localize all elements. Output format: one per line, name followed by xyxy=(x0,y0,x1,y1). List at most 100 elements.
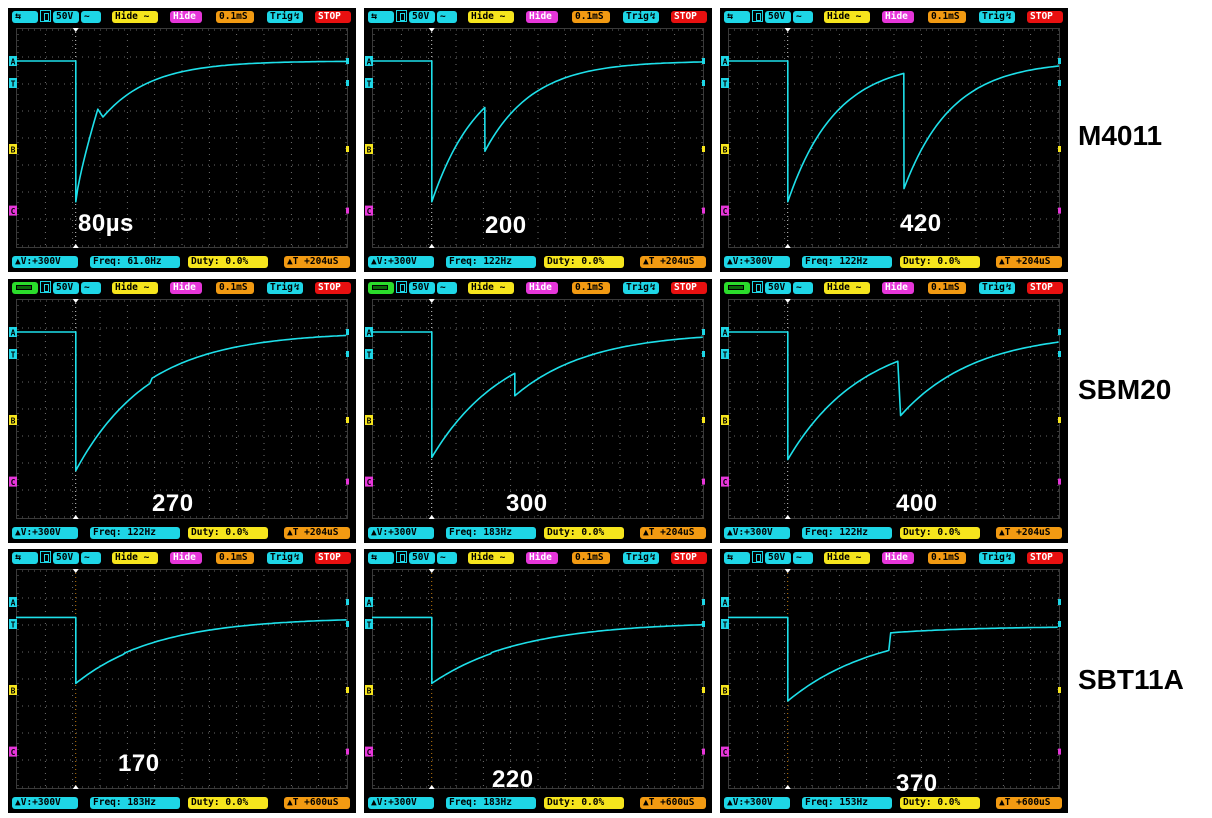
coupling-mode-icon xyxy=(40,551,51,563)
waveform-display: A T B C xyxy=(721,28,1061,248)
frequency-readout: Freq: 183Hz xyxy=(90,797,180,809)
trigger-delay-readout: ▲T +204uS xyxy=(284,527,350,539)
coupling-mode-icon xyxy=(396,551,407,563)
frequency-readout: Freq: 61.0Hz xyxy=(90,256,180,268)
run-stop-button: STOP xyxy=(671,552,707,564)
graticule-border xyxy=(16,299,348,519)
channel-a-marker-label: A xyxy=(11,329,16,338)
coupling-mode-icon xyxy=(40,281,51,293)
trigger-delay-readout: ▲T +204uS xyxy=(640,527,706,539)
channel-a-marker xyxy=(365,56,373,66)
channel-t-right-marker xyxy=(702,80,705,86)
measurement-value-label: 400 xyxy=(896,490,938,517)
channel-t-marker-label: T xyxy=(723,351,728,360)
trigger-delay-readout: ▲T +600uS xyxy=(640,797,706,809)
channel-t-marker xyxy=(721,619,729,629)
channel-t-marker xyxy=(9,78,17,88)
measurement-value-label: 170 xyxy=(118,750,160,777)
trigger-badge: Trig↯ xyxy=(267,282,303,294)
trigger-badge: Trig↯ xyxy=(623,282,659,294)
math-channel-badge: Hide xyxy=(170,282,202,294)
trigger-delay-readout: ▲T +204uS xyxy=(996,527,1062,539)
channel-b-right-marker xyxy=(346,687,349,693)
status-bar-top: 50V ~ Hide ~ Hide 0.1mS Trig↯ STOP xyxy=(10,281,354,296)
channel-a-marker-label: A xyxy=(723,599,728,608)
duty-cycle-readout: Duty: 0.0% xyxy=(544,527,624,539)
channel-a-marker-label: A xyxy=(11,599,16,608)
math-channel-badge: Hide xyxy=(526,282,558,294)
duty-cycle-readout: Duty: 0.0% xyxy=(544,256,624,268)
volt-div-badge: 50V xyxy=(765,282,791,294)
math-channel-badge: Hide xyxy=(526,11,558,23)
channel-c-marker-label: C xyxy=(723,207,728,216)
graticule-border xyxy=(372,299,704,519)
math-channel-badge: Hide xyxy=(882,11,914,23)
channel-b-marker xyxy=(721,415,729,425)
status-bar-top: ⇆ 50V ~ Hide ~ Hide 0.1mS Trig↯ STOP xyxy=(366,10,710,25)
volt-div-badge: 50V xyxy=(53,282,79,294)
channel-c-marker-label: C xyxy=(11,748,16,757)
run-stop-button: STOP xyxy=(1027,552,1063,564)
channel-a-marker xyxy=(721,56,729,66)
signal-trace xyxy=(728,331,1059,461)
usb-glyph-icon: ⇆ xyxy=(727,11,734,22)
coupling-mode-icon xyxy=(396,10,407,22)
usb-power-icon: ⇆ xyxy=(368,11,394,23)
channel-c-marker-label: C xyxy=(367,748,372,757)
volt-div-badge: 50V xyxy=(53,552,79,564)
trigger-voltage-readout: ▲V:+300V xyxy=(12,797,78,809)
status-bar-bottom: ▲V:+300V Freq: 122Hz Duty: 0.0% ▲T +204uS xyxy=(722,255,1066,270)
duty-cycle-readout: Duty: 0.0% xyxy=(188,256,268,268)
channel-c-right-marker xyxy=(346,478,349,485)
channel-b-marker xyxy=(9,415,17,425)
measurement-value-label: 370 xyxy=(896,770,938,797)
channel-c-right-marker xyxy=(346,207,349,214)
graticule-border xyxy=(372,28,704,248)
channel-c-right-marker xyxy=(1058,207,1061,214)
timebase-badge: 0.1mS xyxy=(216,552,254,564)
row-label-m4011: M4011 xyxy=(1078,120,1163,151)
channel-b-marker-label: B xyxy=(11,417,16,426)
channel-c-right-marker xyxy=(346,748,349,755)
channel-t-marker xyxy=(9,349,17,359)
oscilloscope-panel: ⇆ 50V ~ Hide ~ Hide 0.1mS Trig↯ STOP A T B C ▲V:+300… xyxy=(8,549,356,813)
channel-b-right-marker xyxy=(346,417,349,423)
math-channel-badge: Hide xyxy=(882,282,914,294)
channel-c-marker-label: C xyxy=(367,207,372,216)
battery-icon xyxy=(724,282,750,294)
trigger-badge: Trig↯ xyxy=(267,552,303,564)
oscilloscope-panel: ⇆ 50V ~ Hide ~ Hide 0.1mS Trig↯ STOP A T B C ▲V:+300… xyxy=(720,8,1068,272)
battery-level-icon xyxy=(372,285,388,290)
row-label-sbm20: SBM20 xyxy=(1078,374,1172,405)
trigger-position-marker xyxy=(72,569,79,573)
channel-b-badge: Hide ~ xyxy=(468,11,514,23)
channel-a-marker xyxy=(721,327,729,337)
trigger-badge: Trig↯ xyxy=(979,11,1015,23)
oscilloscope-panel: 50V ~ Hide ~ Hide 0.1mS Trig↯ STOP A T B C ▲V:+300V… xyxy=(8,279,356,543)
channel-c-marker-label: C xyxy=(367,478,372,487)
status-bar-bottom: ▲V:+300V Freq: 183Hz Duty: 0.0% ▲T +600uS xyxy=(366,796,710,811)
trigger-badge: Trig↯ xyxy=(979,552,1015,564)
coupling-badge: ~ xyxy=(81,11,101,23)
channel-t-marker xyxy=(721,349,729,359)
trigger-position-marker xyxy=(72,299,79,303)
channel-a-marker xyxy=(9,597,17,607)
channel-b-badge: Hide ~ xyxy=(468,282,514,294)
channel-t-right-marker xyxy=(1058,80,1061,86)
coupling-badge: ~ xyxy=(81,552,101,564)
channel-c-right-marker xyxy=(702,748,705,755)
channel-b-marker-label: B xyxy=(11,146,16,155)
trigger-position-marker-bottom xyxy=(784,515,791,519)
measurement-value-label: 80µs xyxy=(78,210,134,237)
volt-div-badge: 50V xyxy=(765,11,791,23)
oscilloscope-panel: 50V ~ Hide ~ Hide 0.1mS Trig↯ STOP A T B C ▲V:+300V… xyxy=(364,279,712,543)
channel-a-marker-label: A xyxy=(367,58,372,67)
channel-c-marker xyxy=(9,205,17,216)
timebase-badge: 0.1mS xyxy=(928,552,966,564)
trigger-voltage-readout: ▲V:+300V xyxy=(12,527,78,539)
channel-t-marker-label: T xyxy=(367,621,372,630)
frequency-readout: Freq: 122Hz xyxy=(90,527,180,539)
channel-t-right-marker xyxy=(702,351,705,357)
channel-a-right-marker xyxy=(1058,58,1061,64)
coupling-mode-icon xyxy=(396,281,407,293)
